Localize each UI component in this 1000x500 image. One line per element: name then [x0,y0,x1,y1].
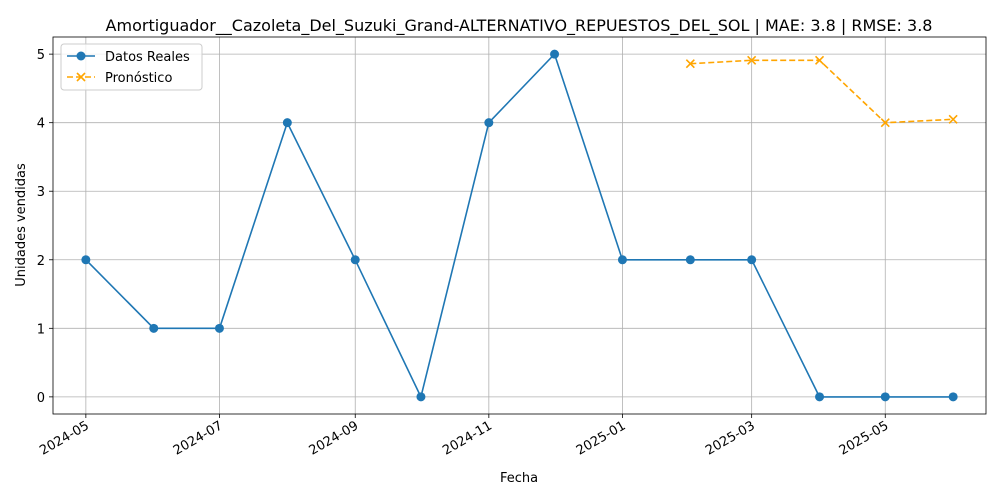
y-tick-label: 4 [37,117,45,132]
legend: Datos Reales Pronóstico [60,43,203,91]
series-layer [81,49,958,402]
data-point [948,392,958,402]
x-tick-label: 2024-05 [37,418,92,458]
data-point [550,49,560,59]
data-point [416,392,426,402]
y-tick-label: 0 [37,391,45,406]
data-point [880,118,890,128]
y-tick-label: 2 [37,254,45,269]
grid [53,37,986,414]
x-tick-label: 2024-11 [440,418,495,458]
x-tick-label: 2025-05 [837,418,892,458]
data-point [685,255,695,265]
data-point [948,114,958,124]
legend-label: Pronóstico [105,71,172,86]
x-axis-title: Fecha [500,471,538,486]
data-point [815,392,825,402]
data-point [747,55,757,65]
legend-marker [76,51,86,61]
data-point [685,59,695,69]
y-tick-label: 5 [37,48,45,63]
data-point [814,55,825,65]
y-tick-label: 1 [37,322,45,337]
x-tick-label: 2024-09 [307,418,362,458]
x-axis: 2024-05 2024-07 2024-09 2024-11 2025-01 2025-… [37,414,891,459]
data-point [282,118,292,128]
legend-box [60,43,203,91]
y-axis-title: Unidades vendidas [14,163,29,287]
plot-frame [52,36,987,415]
legend-marker [76,72,86,82]
legend-label: Datos Reales [105,50,190,65]
data-point [617,255,627,265]
x-tick-label: 2025-01 [574,418,629,458]
y-tick-label: 3 [37,185,45,200]
chart-title: Amortiguador__Cazoleta_Del_Suzuki_Grand-… [106,16,933,36]
data-point [214,323,224,333]
x-tick-label: 2024-07 [171,418,226,458]
data-point [149,323,159,333]
x-tick-label: 2025-03 [703,418,758,458]
data-point [747,255,757,265]
series-line-1 [85,52,954,400]
data-point [880,392,890,402]
data-point [350,255,360,265]
series-line-2 [690,59,954,124]
data-point [484,118,494,128]
data-point [81,255,91,265]
y-axis: 0 1 2 3 4 5 [37,48,53,406]
